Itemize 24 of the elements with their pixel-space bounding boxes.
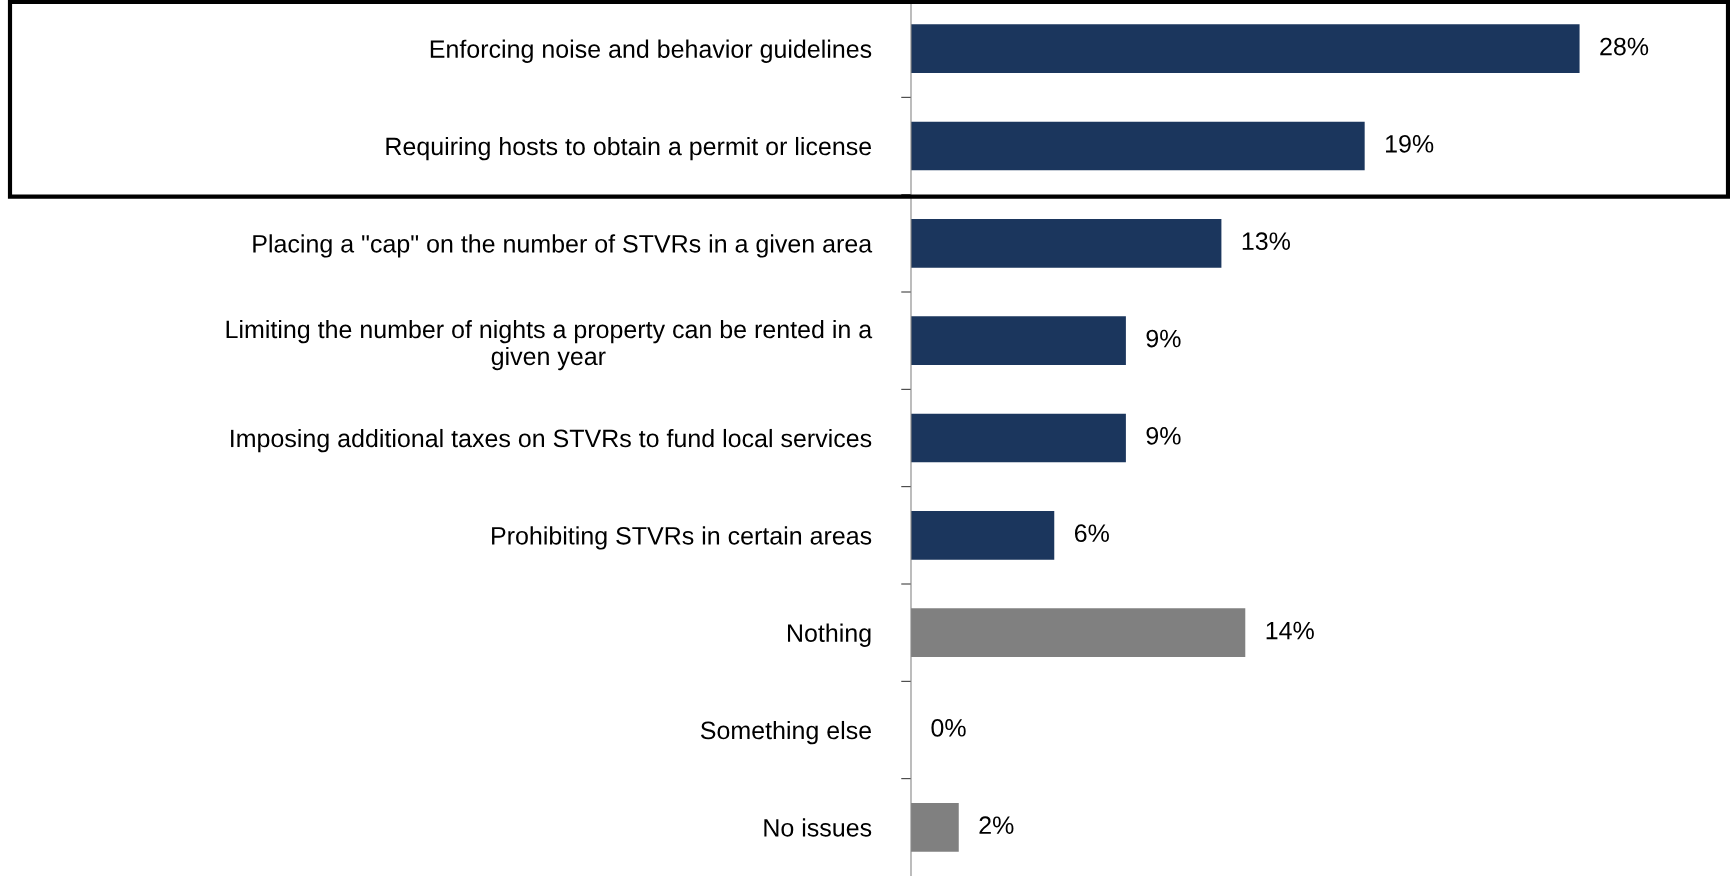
y-tick-label: Placing a "cap" on the number of STVRs in a given area: [253, 234, 873, 258]
y-tick-label: Requiring hosts to obtain a permit or license: [386, 136, 872, 161]
data-label: 14%: [1266, 621, 1314, 640]
bar: [911, 413, 1126, 463]
bar: [911, 511, 1055, 560]
bar: [911, 219, 1222, 268]
y-tick-label: No issues: [764, 818, 872, 837]
data-label: 19%: [1386, 135, 1434, 153]
y-tick-label: Nothing: [788, 623, 871, 647]
y-tick-label: Imposing additional taxes on STVRs to fund local services: [231, 428, 872, 453]
bar: [911, 24, 1580, 73]
data-label: 28%: [1600, 37, 1649, 56]
data-label: 0%: [931, 719, 966, 737]
data-label: 6%: [1074, 524, 1109, 543]
y-tick-label: Prohibiting STVRs in certain areas: [492, 526, 872, 550]
bar: [911, 121, 1365, 171]
data-label: 13%: [1242, 232, 1290, 251]
data-label: 9%: [1146, 329, 1181, 348]
data-label: 9%: [1146, 427, 1181, 445]
y-tick-label: Something else: [700, 720, 872, 745]
bar: [911, 316, 1126, 365]
y-tick-label: Enforcing noise and behavior guidelines: [430, 39, 872, 63]
data-label: 2%: [979, 816, 1014, 834]
y-tick-label: Limiting the number of nights a property can be rented in a given year: [226, 319, 873, 371]
